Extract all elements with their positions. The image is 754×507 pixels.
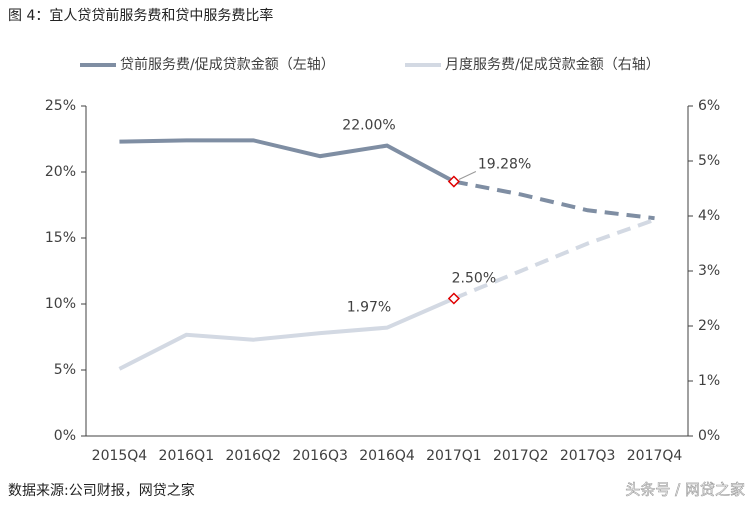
data-label: 1.97% [347, 300, 391, 316]
y2-tick-label: 6% [698, 98, 720, 114]
y2-tick-label: 1% [698, 373, 720, 389]
x-tick-label: 2016Q1 [159, 448, 215, 464]
y-tick-label: 10% [45, 296, 76, 312]
legend-label: 月度服务费/促成贷款金额（右轴） [445, 57, 660, 73]
y-tick-label: 0% [54, 428, 76, 444]
data-label: 19.28% [478, 157, 531, 173]
x-tick-label: 2017Q4 [627, 448, 683, 464]
source: 数据来源:公司财报，网贷之家 [8, 482, 195, 499]
watermark: 头条号 / 网贷之家 [625, 481, 745, 499]
marker [447, 175, 460, 188]
x-tick-label: 2017Q3 [560, 448, 616, 464]
y-tick-label: 20% [45, 164, 76, 180]
x-tick-label: 2017Q2 [493, 448, 549, 464]
y-tick-label: 15% [45, 230, 76, 246]
label-leader [458, 171, 477, 180]
y-tick-label: 5% [54, 362, 76, 378]
series-line [119, 138, 455, 184]
x-tick-label: 2016Q3 [292, 448, 348, 464]
series-line [118, 296, 455, 371]
x-tick-label: 2016Q4 [359, 448, 415, 464]
x-tick-label: 2017Q1 [426, 448, 482, 464]
data-label: 2.50% [452, 271, 496, 287]
series-line-dashed [453, 217, 656, 301]
chart-title: 图 4：宜人贷贷前服务费和贷中服务费比率 [8, 7, 273, 24]
y2-tick-label: 2% [698, 318, 720, 334]
series-line-dashed [453, 179, 655, 221]
y2-tick-label: 3% [698, 263, 720, 279]
x-tick-label: 2015Q4 [92, 448, 148, 464]
y2-tick-label: 4% [698, 208, 720, 224]
data-label: 22.00% [342, 118, 395, 134]
y-tick-label: 25% [45, 98, 76, 114]
legend-label: 贷前服务费/促成贷款金额（左轴） [120, 56, 335, 73]
y2-tick-label: 0% [698, 428, 720, 444]
marker [447, 292, 460, 305]
y2-tick-label: 5% [698, 153, 720, 169]
x-tick-label: 2016Q2 [225, 448, 281, 464]
